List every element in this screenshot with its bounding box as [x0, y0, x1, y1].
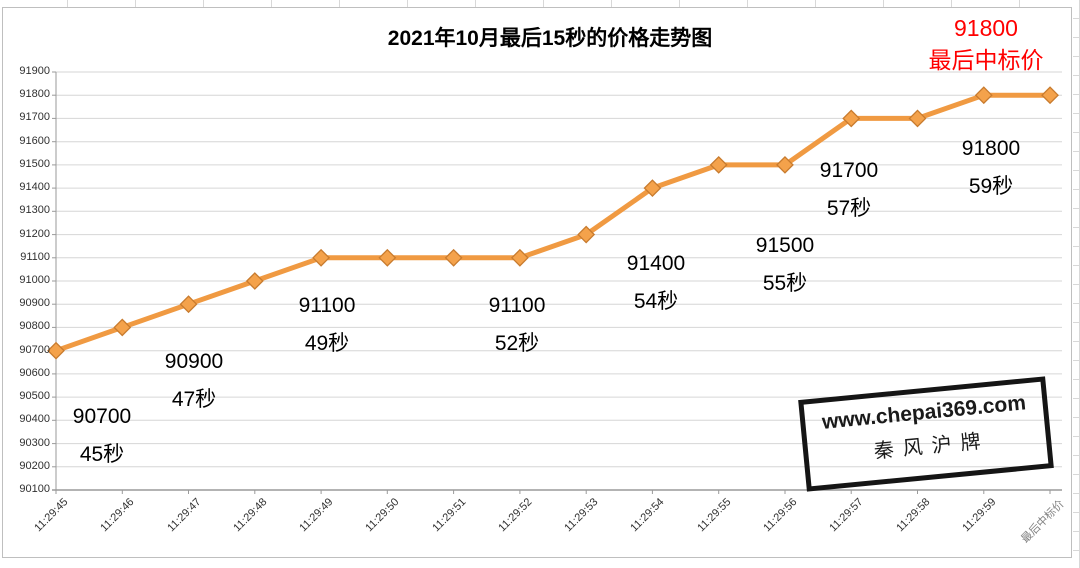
y-axis-tick-label: 90400 — [19, 413, 50, 426]
final-price-value: 91800 — [954, 15, 1018, 41]
y-axis-tick-label: 91000 — [19, 274, 50, 286]
y-axis-tick-label: 90800 — [19, 320, 50, 333]
y-axis-tick-label: 90600 — [19, 366, 50, 379]
final-price-callout: 91800 最后中标价 — [900, 12, 1072, 76]
annotation-price: 91700 — [819, 159, 879, 182]
y-axis-tick-label: 91300 — [19, 204, 50, 217]
annotation-seconds: 55秒 — [762, 272, 808, 295]
y-axis-tick-label: 90700 — [19, 343, 50, 356]
chart-title: 2021年10月最后15秒的价格走势图 — [387, 27, 713, 50]
annotation-seconds: 49秒 — [304, 332, 350, 355]
annotation-price: 91500 — [755, 234, 815, 257]
annotation-seconds: 59秒 — [968, 175, 1014, 198]
y-axis-tick-label: 90300 — [19, 436, 50, 449]
y-axis-tick-label: 91900 — [19, 65, 50, 77]
y-axis-tick-label: 91200 — [19, 227, 50, 240]
y-axis-tick-label: 90500 — [19, 390, 50, 403]
point-annotation: 90900 47秒 — [154, 343, 234, 419]
annotation-seconds: 45秒 — [79, 443, 125, 466]
y-axis-tick-label: 91600 — [19, 134, 50, 147]
y-axis-tick-label: 91100 — [20, 250, 50, 263]
spreadsheet-gridlines-top — [0, 0, 1080, 7]
point-annotation: 91100 49秒 — [287, 287, 367, 363]
point-annotation: 91500 55秒 — [745, 227, 825, 303]
chart-area — [2, 7, 1072, 558]
final-price-label: 最后中标价 — [928, 47, 1044, 73]
y-axis-tick-label: 91400 — [19, 181, 50, 194]
annotation-price: 91800 — [961, 137, 1021, 160]
annotation-seconds: 52秒 — [494, 332, 540, 355]
y-axis-tick-label: 90900 — [19, 297, 50, 310]
point-annotation: 91700 57秒 — [809, 152, 889, 228]
annotation-seconds: 57秒 — [826, 197, 872, 220]
y-axis-tick-label: 90200 — [19, 459, 50, 472]
annotation-price: 91400 — [626, 252, 686, 275]
y-axis-tick-label: 90100 — [19, 483, 50, 495]
point-annotation: 91800 59秒 — [951, 130, 1031, 206]
y-axis-tick-label: 91500 — [19, 157, 50, 170]
annotation-price: 91100 — [298, 294, 356, 317]
point-annotation: 91400 54秒 — [616, 245, 696, 321]
annotation-price: 90700 — [72, 405, 132, 428]
annotation-seconds: 47秒 — [171, 388, 217, 411]
y-axis-tick-label: 91700 — [19, 111, 50, 124]
annotation-price: 91100 — [488, 294, 546, 317]
annotation-seconds: 54秒 — [633, 290, 679, 313]
point-annotation: 90700 45秒 — [62, 398, 142, 474]
y-axis-tick-label: 91800 — [19, 88, 50, 101]
annotation-price: 90900 — [164, 350, 224, 373]
point-annotation: 91100 52秒 — [477, 287, 557, 363]
